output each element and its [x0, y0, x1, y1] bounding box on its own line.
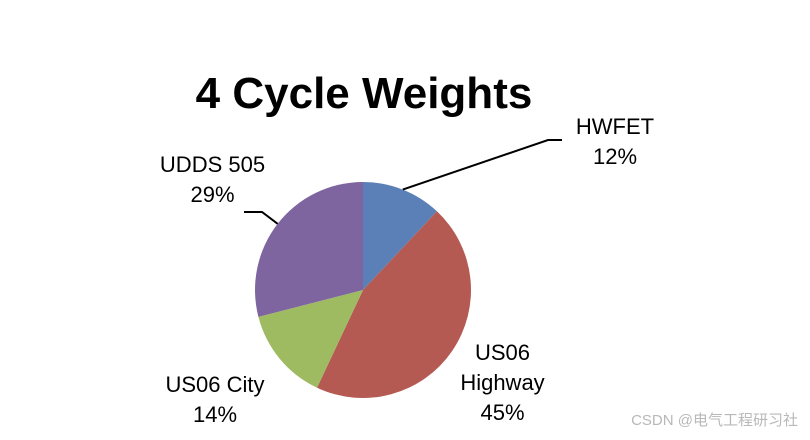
label-us06-city-name: US06 City — [165, 372, 265, 397]
label-udds-505-pct: 29% — [190, 182, 235, 207]
leader-line-hwfet — [402, 139, 562, 191]
pie-slice-hwfet — [363, 182, 437, 290]
label-us06-highway-name2: Highway — [460, 370, 545, 395]
label-hwfet-name: HWFET — [575, 114, 655, 139]
label-us06-highway-name1: US06 — [474, 340, 531, 365]
leader-line-udds-505 — [244, 211, 279, 225]
label-us06-city: US06 City 14% — [150, 370, 280, 430]
label-us06-city-pct: 14% — [192, 402, 238, 427]
chart-title: 4 Cycle Weights — [195, 69, 533, 118]
pie-slice-us06-highway — [317, 211, 471, 398]
pie-slice-us06-city — [258, 290, 363, 388]
label-us06-highway: US06 Highway 45% — [440, 338, 565, 428]
label-hwfet: HWFET 12% — [560, 112, 670, 172]
pie-slice-udds-505 — [254, 182, 363, 317]
label-hwfet-pct: 12% — [592, 144, 638, 169]
label-us06-highway-pct: 45% — [480, 400, 525, 425]
label-udds-505-name: UDDS 505 — [159, 152, 266, 177]
label-udds-505: UDDS 505 29% — [145, 150, 280, 210]
watermark: CSDN @电气工程研习社 — [631, 412, 798, 429]
